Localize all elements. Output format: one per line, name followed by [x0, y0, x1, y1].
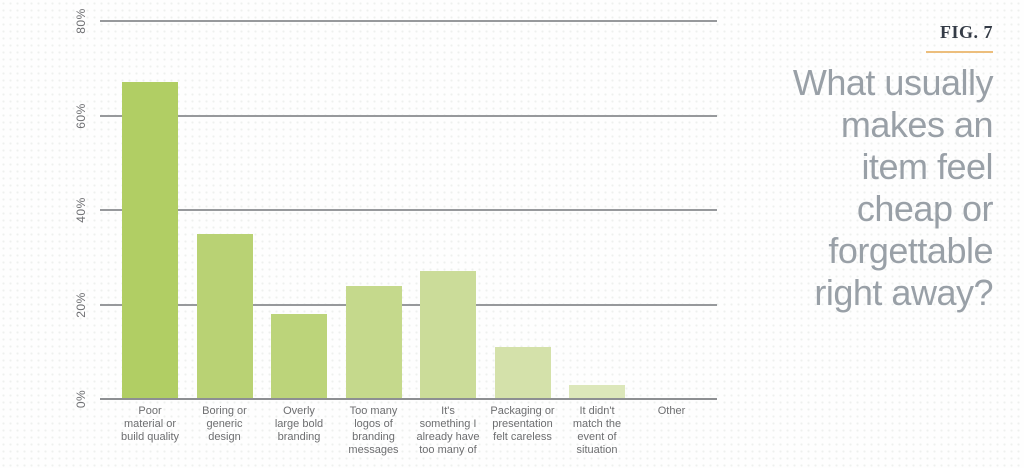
category-label: Too many logos of branding messages — [348, 405, 399, 456]
bar — [122, 82, 178, 399]
category-label: Poor material or build quality — [120, 405, 180, 443]
gridline-20 — [100, 303, 717, 306]
bar-chart: 0% 20% 40% 60% 80% Poor material or build quali… — [74, 8, 717, 456]
y-axis-tick-label: 80% — [74, 8, 88, 34]
gridline-80 — [100, 20, 717, 22]
figure-number-label: FIG. 7 — [939, 22, 993, 42]
category-label: Packaging or presentation felt careless — [490, 405, 555, 443]
category-label: It didn't match the event of situation — [572, 405, 622, 456]
bar — [494, 347, 551, 399]
bar — [420, 271, 476, 399]
chart-question-title: What usually makes an item feel cheap or for… — [792, 62, 994, 313]
y-axis-tick-label: 40% — [74, 197, 88, 223]
gridline-60 — [100, 114, 717, 117]
bar — [196, 233, 253, 399]
bar — [271, 313, 327, 399]
y-axis-tick-label: 20% — [74, 291, 88, 318]
bar — [345, 285, 402, 399]
figure-underline-rule — [926, 51, 993, 53]
bar — [569, 384, 625, 399]
category-label: Overly large bold branding — [274, 405, 324, 443]
x-axis-baseline — [100, 398, 717, 400]
gridline-40 — [100, 209, 717, 211]
y-axis-tick-label: 0% — [74, 389, 88, 409]
category-label: Boring or generic design — [202, 405, 247, 443]
category-label: Other — [657, 405, 686, 417]
y-axis-tick-label: 60% — [74, 102, 88, 129]
